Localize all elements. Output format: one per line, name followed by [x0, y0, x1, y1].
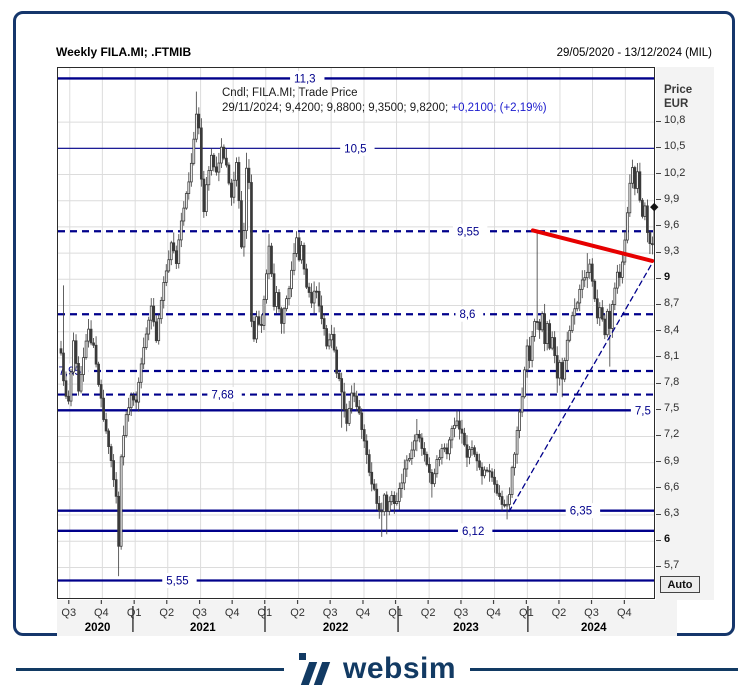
- x-year-label: 2022: [323, 622, 349, 634]
- y-tick-label: 6,9: [664, 454, 680, 467]
- level-label: 11,3: [294, 73, 316, 85]
- y-tick-mark: [656, 408, 661, 410]
- y-tick-label: 9,6: [664, 218, 680, 231]
- y-tick-mark: [656, 303, 661, 305]
- price-axis-currency-label: EUR: [664, 98, 689, 110]
- y-tick-label: 8,1: [664, 349, 680, 362]
- y-tick-mark: [656, 382, 661, 384]
- x-quarter-label: Q2: [159, 607, 174, 619]
- price-levels[interactable]: 11,310,59,558,67,957,687,56,356,125,55: [58, 70, 654, 589]
- x-quarter-label: Q2: [421, 607, 436, 619]
- y-tick-label: 9,3: [664, 245, 680, 258]
- legend-line-1: Cndl; FILA.MI; Trade Price: [222, 87, 358, 99]
- y-tick-mark: [656, 356, 661, 358]
- level-label: 5,55: [166, 576, 188, 588]
- y-tick-label: 10,8: [664, 114, 686, 127]
- x-quarter-label: Q4: [225, 607, 240, 619]
- level-label: 10,5: [344, 143, 366, 155]
- y-tick-mark: [656, 251, 661, 253]
- x-quarter-label: Q2: [552, 607, 567, 619]
- candles: [59, 91, 654, 577]
- support-trendline-dashed[interactable]: [508, 259, 654, 513]
- y-tick-mark: [656, 513, 661, 515]
- y-tick-label: 7,5: [664, 402, 680, 415]
- legend-ohlc: 29/11/2024; 9,4200; 9,8800; 9,3500; 9,82…: [222, 102, 452, 114]
- x-quarter-label: Q4: [617, 607, 632, 619]
- x-quarter-label: Q2: [290, 607, 305, 619]
- logo-divider-right: [470, 667, 739, 671]
- x-year-label: 2021: [190, 622, 216, 634]
- y-tick-label: 6,6: [664, 480, 680, 493]
- last-price-marker: ◆: [650, 200, 659, 213]
- time-axis-canvas: Q3Q4Q1Q2Q3Q4Q1Q2Q3Q4Q1Q2Q3Q4Q1Q2Q3Q42020…: [61, 600, 632, 634]
- x-quarter-label: Q1: [519, 607, 534, 619]
- websim-mark-icon: [298, 653, 334, 685]
- y-tick-label: 8,4: [664, 323, 680, 336]
- y-tick-mark: [656, 277, 661, 279]
- websim-logo: websim: [284, 652, 470, 686]
- footer-branding: websim: [0, 648, 754, 690]
- y-tick-mark: [656, 434, 661, 436]
- x-quarter-label: Q3: [192, 607, 207, 619]
- y-tick-mark: [656, 487, 661, 489]
- level-label: 6,35: [570, 506, 592, 518]
- chart-plot-area[interactable]: 11,310,59,558,67,957,687,56,356,125,55: [57, 67, 655, 599]
- y-tick-label: 9: [664, 271, 671, 284]
- level-label: 6,12: [462, 526, 484, 538]
- x-quarter-label: Q4: [356, 607, 371, 619]
- y-tick-mark: [656, 539, 661, 541]
- y-tick-mark: [656, 565, 661, 567]
- y-tick-label: 10,2: [664, 166, 686, 179]
- level-label: 8,6: [459, 309, 475, 321]
- x-year-label: 2023: [453, 622, 479, 634]
- y-tick-label: 6: [664, 533, 671, 546]
- chart-legend: Cndl; FILA.MI; Trade Price 29/11/2024; 9…: [222, 86, 547, 116]
- y-tick-mark: [656, 330, 661, 332]
- x-quarter-label: Q3: [61, 607, 76, 619]
- x-quarter-label: Q1: [388, 607, 403, 619]
- x-quarter-label: Q1: [127, 607, 142, 619]
- y-tick-mark: [656, 199, 661, 201]
- x-quarter-label: Q3: [454, 607, 469, 619]
- y-tick-mark: [656, 120, 661, 122]
- y-tick-label: 9,9: [664, 192, 680, 205]
- price-axis-unit-label: Price: [664, 84, 693, 96]
- y-tick-label: 5,7: [664, 559, 680, 572]
- legend-change: +0,2100; (+2,19%): [451, 102, 547, 114]
- level-label: 7,5: [635, 405, 651, 417]
- y-tick-mark: [656, 146, 661, 148]
- chart-title: Weekly FILA.MI; .FTMIB: [56, 45, 192, 59]
- time-axis[interactable]: Q3Q4Q1Q2Q3Q4Q1Q2Q3Q4Q1Q2Q3Q4Q1Q2Q3Q42020…: [57, 600, 677, 636]
- y-tick-label: 10,5: [664, 140, 686, 153]
- price-axis-title: Price EUR: [664, 83, 692, 111]
- level-label: 9,55: [457, 226, 479, 238]
- x-quarter-label: Q3: [584, 607, 599, 619]
- resistance-trendline-red[interactable]: [530, 228, 654, 263]
- y-tick-label: 8,7: [664, 297, 680, 310]
- price-chart-canvas[interactable]: 11,310,59,558,67,957,687,56,356,125,55: [58, 68, 654, 598]
- auto-scale-button[interactable]: Auto: [660, 576, 700, 593]
- legend-line-2: 29/11/2024; 9,4200; 9,8800; 9,3500; 9,82…: [222, 101, 547, 116]
- x-quarter-label: Q4: [486, 607, 501, 619]
- websim-logo-text: websim: [342, 652, 457, 685]
- y-tick-label: 7,8: [664, 376, 680, 389]
- x-quarter-label: Q4: [94, 607, 109, 619]
- y-tick-mark: [656, 173, 661, 175]
- y-tick-mark: [656, 461, 661, 463]
- y-tick-label: 6,3: [664, 507, 680, 520]
- x-year-label: 2020: [85, 622, 111, 634]
- logo-divider-left: [16, 667, 284, 671]
- level-label: 7,68: [211, 390, 233, 402]
- date-range: 29/05/2020 - 13/12/2024 (MIL): [556, 47, 712, 59]
- x-year-label: 2024: [581, 622, 607, 634]
- x-quarter-label: Q3: [323, 607, 338, 619]
- price-axis[interactable]: Price EUR Auto 10,8 10,5 10,2 9,9 9,6 9,3 9 8,7…: [650, 67, 714, 600]
- y-tick-mark: [656, 225, 661, 227]
- y-tick-label: 7,2: [664, 428, 680, 441]
